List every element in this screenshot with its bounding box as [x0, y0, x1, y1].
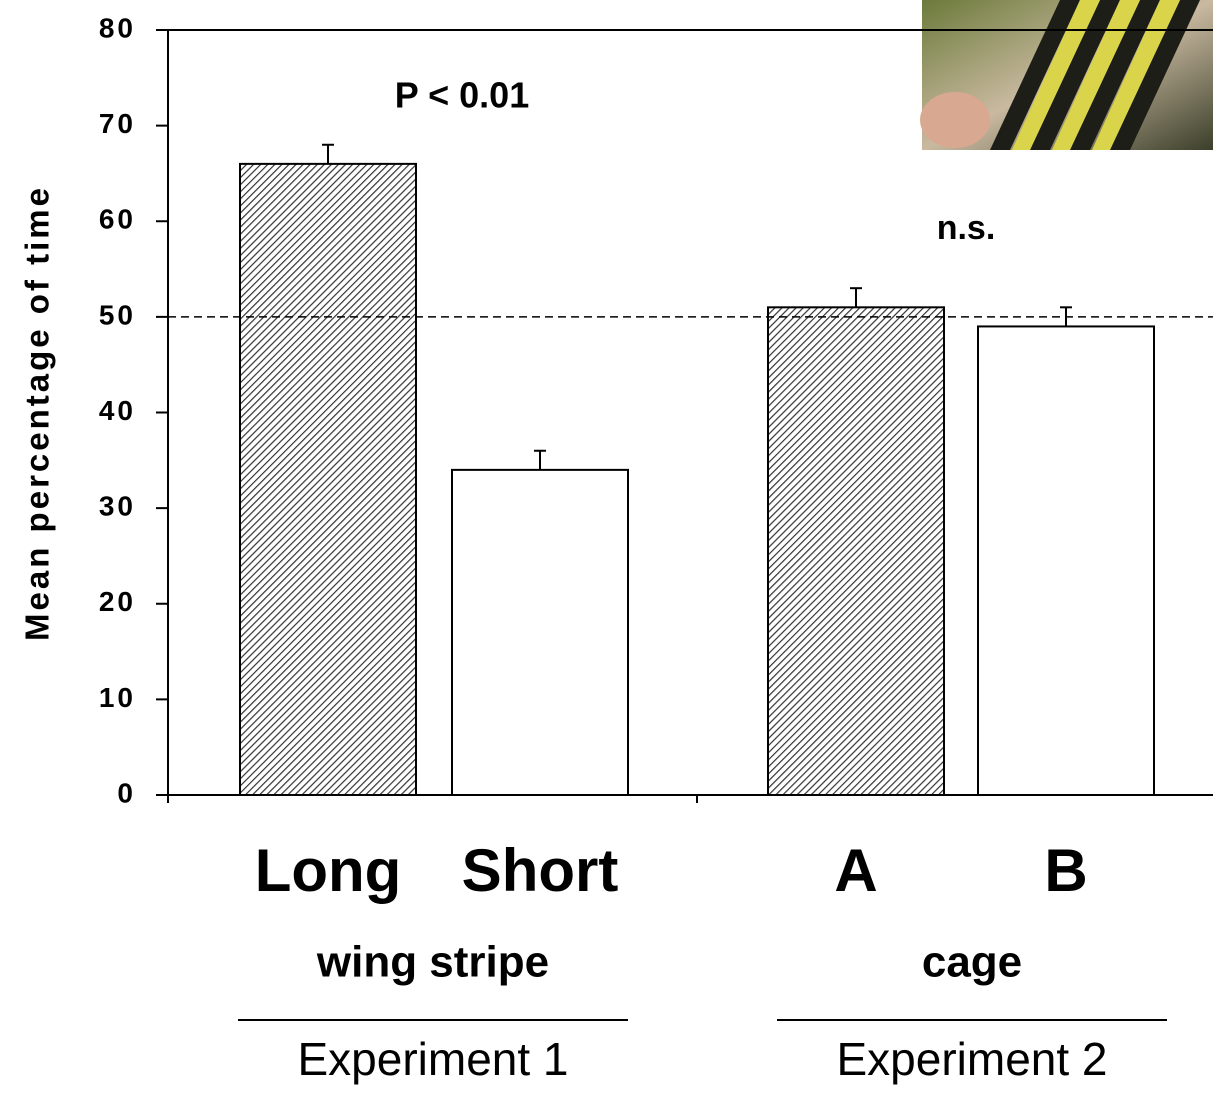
photo [920, 0, 1213, 150]
y-tick-label: 60 [99, 204, 136, 235]
y-tick-label: 10 [99, 682, 136, 713]
x-tick-label: Long [255, 837, 402, 904]
y-tick-label: 20 [99, 586, 136, 617]
bar [239, 162, 417, 796]
x-tick-label: Short [462, 837, 619, 904]
y-tick-label: 70 [99, 108, 136, 139]
experiment-label: Experiment 2 [836, 1033, 1107, 1085]
annotation: P < 0.01 [395, 75, 529, 116]
group-label: wing stripe [316, 938, 549, 987]
bar [451, 468, 629, 796]
group-label: cage [922, 938, 1022, 987]
annotation: n.s. [937, 209, 996, 247]
x-tick-label: A [834, 837, 877, 904]
y-tick-label: 50 [99, 299, 136, 330]
y-tick-label: 80 [99, 12, 136, 43]
bar [977, 325, 1155, 796]
y-tick-label: 40 [99, 395, 136, 426]
x-tick-label: B [1044, 837, 1087, 904]
experiment-label: Experiment 1 [297, 1033, 568, 1085]
bar [767, 306, 945, 796]
y-tick-label: 30 [99, 491, 136, 522]
y-tick-label: 0 [117, 777, 136, 808]
y-axis-label: Mean percentage of time [19, 185, 56, 641]
